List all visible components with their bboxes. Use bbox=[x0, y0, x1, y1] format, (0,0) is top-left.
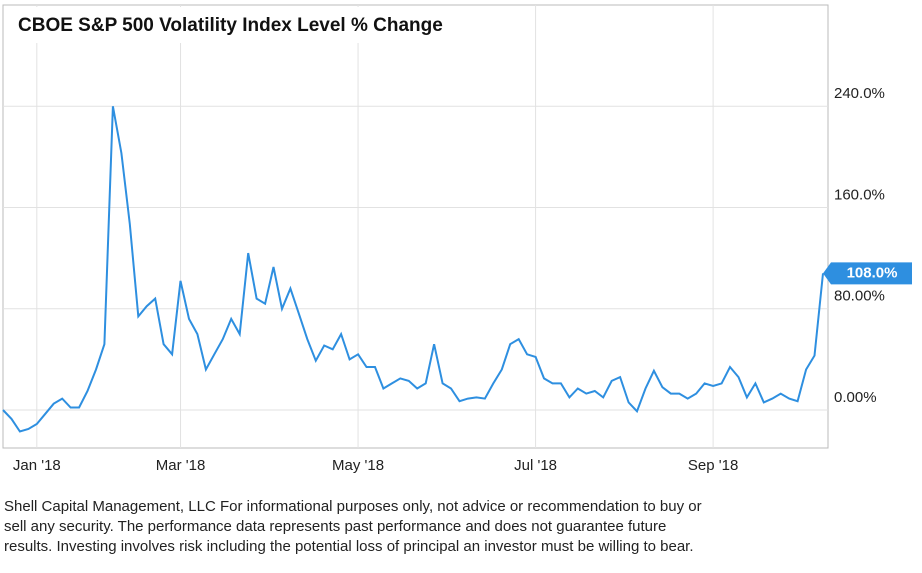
line bbox=[2, 106, 824, 433]
chart-title: CBOE S&P 500 Volatility Index Level % Ch… bbox=[18, 15, 443, 36]
footnote: results. Investing involves risk includi… bbox=[4, 538, 694, 555]
title-box bbox=[5, 7, 527, 43]
y-tick-label: 0.00% bbox=[834, 389, 877, 406]
x-tick-label: Jan '18 bbox=[13, 457, 61, 474]
x-tick-label: Sep '18 bbox=[688, 457, 738, 474]
footnote: sell any security. The performance data … bbox=[4, 518, 666, 535]
marks: 108.0% bbox=[2, 106, 912, 433]
value-label: 108.0% bbox=[847, 264, 898, 281]
y-tick-label: 240.0% bbox=[834, 85, 885, 102]
plot-area bbox=[2, 4, 829, 449]
grid bbox=[3, 5, 828, 448]
x-tick-label: May '18 bbox=[332, 457, 384, 474]
y-tick-label: 80.00% bbox=[834, 288, 885, 305]
value-callout bbox=[823, 262, 912, 285]
y-tick-label: 160.0% bbox=[834, 186, 885, 203]
x-tick-label: Jul '18 bbox=[514, 457, 557, 474]
x-tick-label: Mar '18 bbox=[156, 457, 206, 474]
footnote: Shell Capital Management, LLC For inform… bbox=[4, 498, 702, 515]
